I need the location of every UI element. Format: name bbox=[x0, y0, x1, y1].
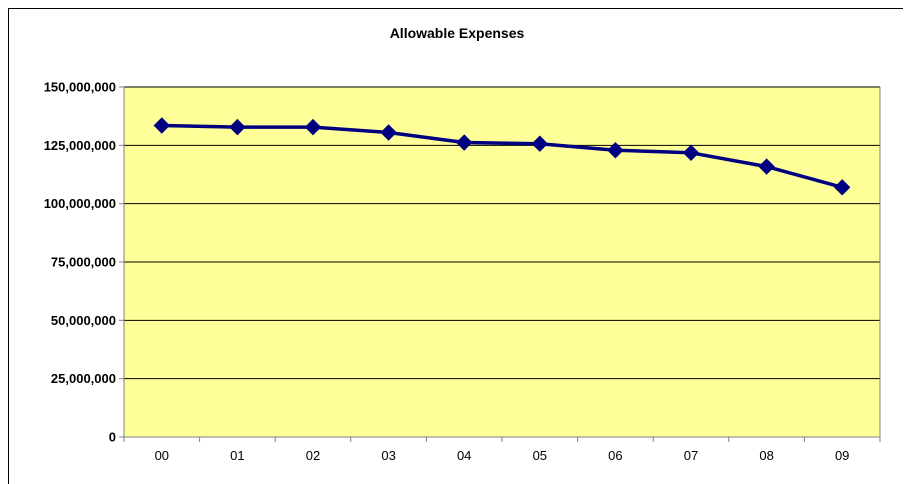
data-point-marker bbox=[153, 117, 171, 134]
y-tick-label: 150,000,000 bbox=[44, 80, 116, 95]
y-axis-ticks: 0 25,000,000 50,000,000 75,000,000 100,000,0… bbox=[44, 80, 124, 445]
chart-title: Allowable Expenses bbox=[390, 25, 525, 41]
x-tick-label: 08 bbox=[759, 448, 773, 463]
gridlines bbox=[124, 86, 880, 380]
data-point-marker bbox=[607, 142, 624, 159]
x-tick-label: 06 bbox=[608, 448, 622, 463]
x-tick-label: 00 bbox=[155, 448, 169, 463]
x-axis-ticks: 00 01 02 03 04 05 06 07 08 09 bbox=[123, 437, 881, 463]
y-tick-label: 125,000,000 bbox=[44, 138, 116, 153]
y-tick-label: 100,000,000 bbox=[44, 196, 116, 211]
x-tick-label: 02 bbox=[306, 448, 320, 463]
data-point-marker bbox=[682, 144, 700, 162]
x-tick-label: 09 bbox=[835, 448, 849, 463]
x-tick-label: 05 bbox=[533, 448, 547, 463]
data-point-marker bbox=[833, 179, 851, 196]
data-point-marker bbox=[229, 118, 246, 136]
x-tick-label: 07 bbox=[684, 448, 698, 463]
data-point-marker bbox=[304, 118, 322, 136]
data-point-marker bbox=[455, 134, 473, 151]
series-markers bbox=[153, 117, 851, 196]
y-tick-label: 0 bbox=[109, 430, 116, 445]
y-tick-label: 25,000,000 bbox=[51, 371, 116, 386]
data-point-marker bbox=[531, 135, 549, 152]
x-tick-label: 01 bbox=[230, 448, 244, 463]
data-point-marker bbox=[380, 124, 397, 141]
y-tick-label: 75,000,000 bbox=[51, 255, 116, 270]
x-tick-label: 03 bbox=[381, 448, 395, 463]
series-line bbox=[161, 123, 843, 190]
y-tick-label: 50,000,000 bbox=[51, 313, 116, 328]
x-tick-label: 04 bbox=[457, 448, 471, 463]
data-point-marker bbox=[758, 158, 775, 175]
